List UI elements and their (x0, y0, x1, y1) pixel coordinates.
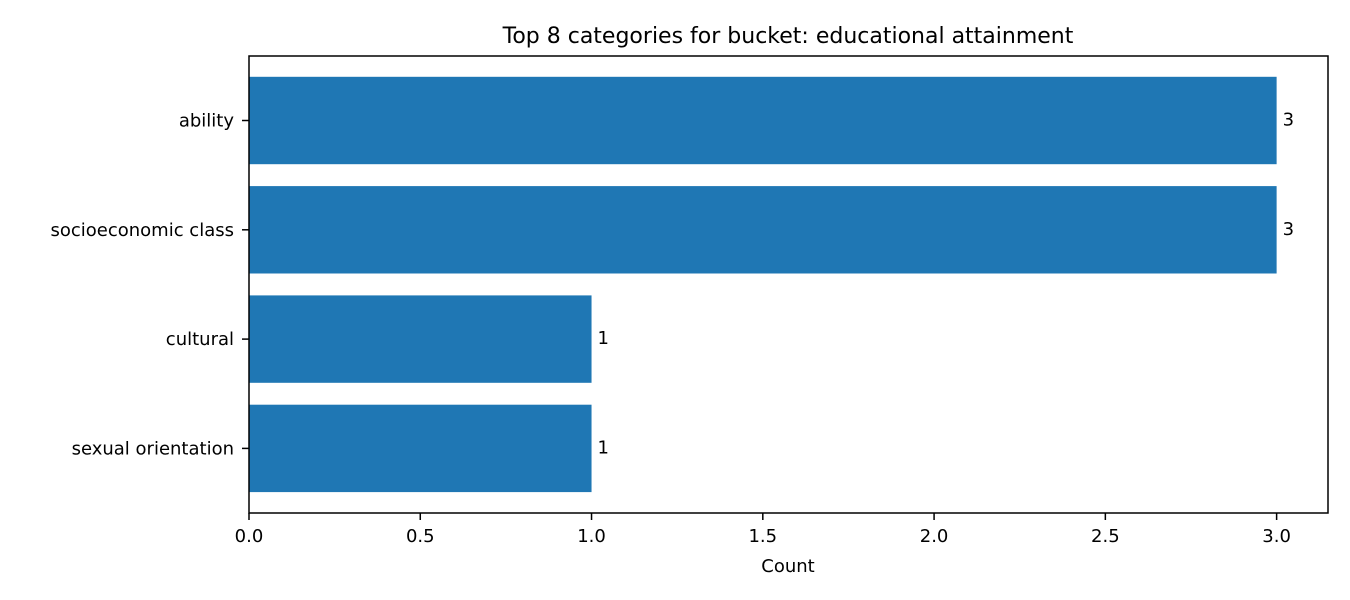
y-tick-label: cultural (166, 329, 234, 350)
x-tick-label: 0.0 (235, 526, 264, 547)
bar-sexual-orientation (249, 404, 592, 493)
data-labels: 3 3 1 1 (598, 110, 1295, 459)
data-label: 3 (1283, 219, 1294, 240)
y-tick-label: ability (179, 111, 235, 132)
bar-ability (249, 76, 1277, 165)
y-tick-labels: ability socioeconomic class cultural sexual… (50, 111, 249, 459)
x-tick-label: 2.0 (920, 526, 949, 547)
x-axis-label: Count (761, 556, 814, 577)
x-tick-label: 1.5 (748, 526, 777, 547)
plot-frame (248, 55, 1329, 514)
bars-group (249, 76, 1277, 493)
data-label: 1 (598, 437, 609, 458)
bar-socioeconomic-class (249, 186, 1277, 274)
data-label: 1 (598, 328, 609, 349)
y-tick-label: sexual orientation (72, 438, 234, 459)
x-tick-label: 3.0 (1262, 526, 1291, 547)
x-tick-label: 0.5 (406, 526, 435, 547)
data-label: 3 (1283, 110, 1294, 131)
y-tick-label: socioeconomic class (50, 220, 234, 241)
x-tick-label: 2.5 (1091, 526, 1120, 547)
chart-title: Top 8 categories for bucket: educational… (502, 24, 1074, 49)
bar-cultural (249, 295, 592, 383)
x-ticks: 0.0 0.5 1.0 1.5 2.0 2.5 3.0 (235, 513, 1291, 547)
x-tick-label: 1.0 (577, 526, 606, 547)
